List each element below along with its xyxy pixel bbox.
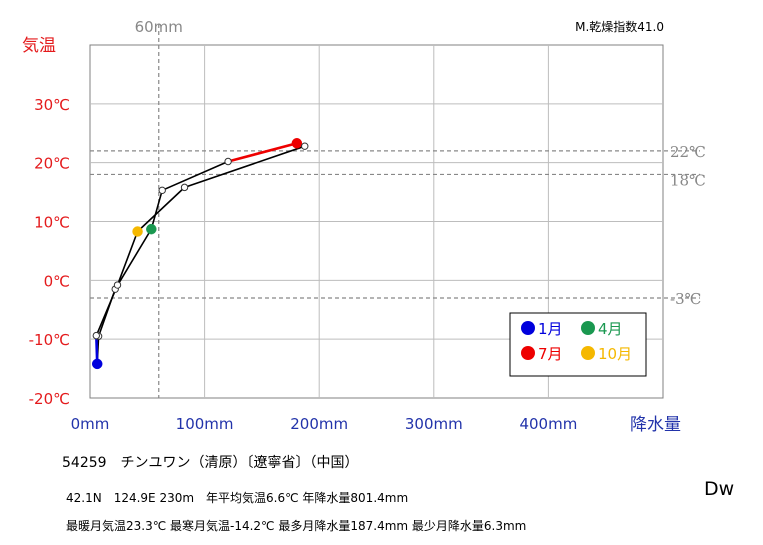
climate-curve	[95, 141, 306, 366]
month-point-7	[291, 138, 303, 149]
legend-marker-1	[521, 321, 535, 335]
x-tick-label: 0mm	[71, 415, 110, 433]
y-tick-label: 10℃	[34, 214, 70, 232]
grid-lines	[90, 45, 663, 398]
y-tick-label: 0℃	[44, 272, 70, 290]
month-point-4	[146, 223, 157, 235]
curve-segment	[136, 186, 186, 233]
curve-segment	[114, 228, 153, 290]
month-point-10	[132, 226, 143, 237]
station-extremes: 最暖月気温23.3℃ 最寒月気温-14.2℃ 最多月降水量187.4mm 最少月…	[66, 519, 527, 533]
curve-segment	[95, 284, 119, 337]
aridity-index: M.乾燥指数41.0	[575, 19, 664, 34]
x-tick-label: 300mm	[405, 415, 463, 433]
x-tick-label: 200mm	[290, 415, 348, 433]
legend-label-4: 4月	[598, 320, 623, 338]
curve-segment	[150, 189, 163, 230]
legend-label-7: 7月	[538, 345, 563, 363]
tick-labels: 0mm 100mm 200mm 300mm 400mm -20℃ -10℃ 0℃ 10℃ 20℃ 3…	[29, 96, 578, 433]
x-axis-label: 降水量	[630, 415, 681, 435]
legend-marker-7	[521, 346, 535, 360]
month-points	[91, 138, 309, 370]
month-point-6	[224, 157, 232, 166]
station-summary: 42.1N 124.9E 230m 年平均気温6.6℃ 年降水量801.4mm	[66, 491, 409, 505]
legend-marker-10	[581, 346, 595, 360]
legend-label-10: 10月	[598, 345, 632, 363]
x-tick-label: 100mm	[176, 415, 234, 433]
legend-label-1: 1月	[538, 320, 563, 338]
reference-label-temp: 18℃	[670, 171, 706, 189]
y-tick-label: -10℃	[29, 331, 70, 349]
curve-segment	[183, 145, 306, 189]
y-tick-label: -20℃	[29, 390, 70, 408]
y-axis-label: 気温	[22, 36, 56, 56]
reference-lines: 60mm 22℃ 18℃ -3℃	[90, 18, 706, 398]
month-point-5	[158, 186, 166, 195]
legend: 1月 4月 7月 10月	[509, 312, 647, 377]
month-point-12	[92, 331, 101, 340]
y-tick-label: 30℃	[34, 96, 70, 114]
month-point-8	[301, 142, 309, 150]
station-title: 54259 チンユワン（清原）〔遼寧省〕（中国）	[62, 455, 359, 471]
reference-label-precip: 60mm	[135, 18, 183, 36]
climate-code: Dw	[704, 478, 735, 500]
curve-segment-summer	[226, 141, 299, 163]
curve-segment	[116, 230, 139, 286]
month-point-9	[180, 183, 189, 192]
x-tick-label: 400mm	[519, 415, 577, 433]
month-point-1	[91, 358, 103, 370]
legend-marker-4	[581, 321, 595, 335]
curve-segment	[161, 160, 229, 192]
y-tick-label: 20℃	[34, 155, 70, 173]
reference-label-temp: 22℃	[670, 143, 706, 161]
reference-label-temp: -3℃	[670, 290, 701, 308]
month-point-11	[113, 281, 122, 289]
